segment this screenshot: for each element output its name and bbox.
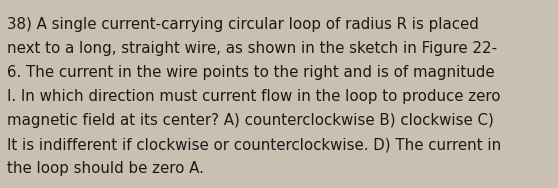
Text: magnetic field at its center? A) counterclockwise B) clockwise C): magnetic field at its center? A) counter… [7,113,494,128]
Text: the loop should be zero A.: the loop should be zero A. [7,161,204,176]
Text: I. In which direction must current flow in the loop to produce zero: I. In which direction must current flow … [7,89,501,104]
Text: 38) A single current-carrying circular loop of radius R is placed: 38) A single current-carrying circular l… [7,17,479,32]
Text: 6. The current in the wire points to the right and is of magnitude: 6. The current in the wire points to the… [7,65,495,80]
Text: next to a long, straight wire, as shown in the sketch in Figure 22-: next to a long, straight wire, as shown … [7,41,497,56]
Text: It is indifferent if clockwise or counterclockwise. D) The current in: It is indifferent if clockwise or counte… [7,137,502,152]
